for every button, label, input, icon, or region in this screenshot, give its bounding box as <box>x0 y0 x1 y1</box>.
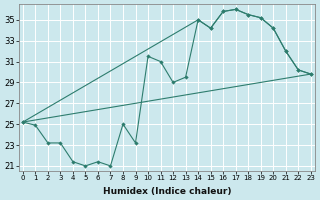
X-axis label: Humidex (Indice chaleur): Humidex (Indice chaleur) <box>103 187 231 196</box>
